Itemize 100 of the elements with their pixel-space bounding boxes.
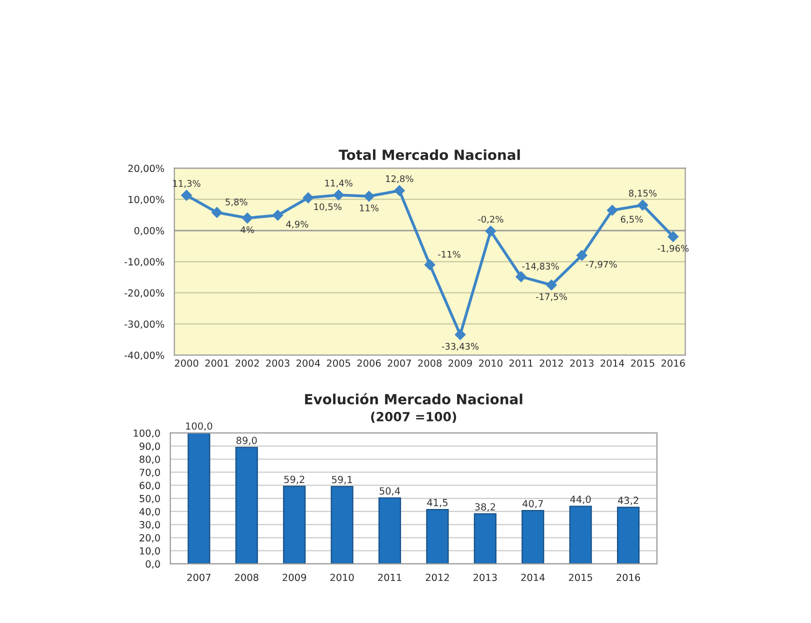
data-label: -14,83% (522, 262, 559, 271)
x-tick-label: 2012 (426, 574, 449, 582)
point (242, 212, 253, 224)
bar (426, 508, 449, 564)
y-tick-label: 0,0 (146, 560, 160, 569)
x-tick-label: 2002 (236, 359, 259, 367)
bar (569, 506, 592, 564)
y-tick-label: -40,00% (124, 352, 164, 360)
bar (378, 497, 402, 564)
point (364, 190, 374, 202)
bar (283, 486, 306, 564)
y-tick-label: 10,0 (140, 547, 160, 556)
point (576, 250, 588, 261)
x-tick-label: 2009 (448, 359, 472, 367)
y-tick-label: 20,0 (140, 534, 160, 542)
data-label: 44,0 (570, 496, 591, 504)
point (668, 231, 679, 242)
x-tick-label: 2013 (474, 574, 497, 582)
data-label: -0,2% (478, 216, 504, 224)
y-tick-label: 0,00% (134, 226, 164, 236)
data-label: 4,9% (286, 220, 308, 229)
x-tick-label: 2007 (187, 574, 210, 582)
chart-title: Evolución Mercado Nacional (305, 393, 522, 404)
x-tick-label: 2003 (266, 359, 290, 367)
point (546, 280, 557, 290)
chart-title: Total Mercado Nacional (338, 149, 520, 160)
x-tick-label: 2014 (521, 574, 545, 582)
y-tick-label: 10,00% (128, 196, 164, 204)
bar (188, 432, 210, 564)
x-tick-label: 2012 (540, 359, 563, 367)
data-label: 4% (240, 226, 254, 234)
y-tick-label: 100,0 (134, 429, 160, 438)
data-label: 8,15% (628, 190, 657, 198)
y-tick-label: -30,00% (124, 320, 164, 329)
data-label: 38,2 (475, 503, 496, 512)
x-tick-label: 2001 (205, 359, 228, 367)
point (516, 271, 526, 282)
data-label: 43,2 (618, 496, 638, 506)
x-tick-label: 2016 (616, 574, 640, 582)
data-label: 50,4 (380, 487, 400, 496)
data-label: -17,5% (536, 293, 567, 302)
bar (617, 506, 640, 564)
y-tick-label: 40,0 (139, 508, 160, 516)
point (302, 192, 314, 204)
x-tick-label: 2016 (661, 359, 685, 367)
data-label: 59,1 (332, 476, 352, 484)
bar (522, 510, 544, 564)
data-label: 40,7 (522, 500, 543, 508)
x-tick-label: 2010 (330, 574, 354, 582)
y-tick-label: -10,00% (124, 258, 164, 266)
point (181, 190, 192, 201)
point (333, 190, 344, 200)
data-label: 12,8% (386, 175, 414, 184)
data-label: -1,96% (658, 244, 689, 253)
x-tick-label: 2007 (388, 359, 411, 367)
x-tick-label: 2008 (234, 574, 258, 582)
x-tick-label: 2005 (326, 359, 350, 367)
y-tick-label: 60,0 (140, 482, 160, 490)
x-tick-label: 2013 (570, 359, 594, 367)
data-label: 10,5% (314, 203, 342, 212)
x-tick-label: 2015 (631, 359, 654, 367)
point (637, 200, 648, 211)
x-tick-label: 2011 (509, 359, 533, 367)
x-tick-label: 2000 (174, 359, 198, 367)
point (272, 210, 284, 221)
bar (235, 446, 258, 564)
data-label: 11,3% (173, 180, 200, 188)
x-tick-label: 2010 (478, 359, 502, 367)
data-label: -33,43% (442, 342, 479, 351)
y-tick-label: -20,00% (124, 289, 164, 298)
point (424, 259, 436, 270)
y-tick-label: 20,00% (128, 164, 164, 174)
x-tick-label: 2011 (378, 574, 402, 582)
point (454, 329, 466, 340)
y-tick-label: 30,0 (140, 521, 160, 530)
data-label: 6,5% (620, 216, 643, 224)
y-tick-label: 90,0 (140, 442, 160, 451)
data-label: 89,0 (236, 436, 257, 446)
data-label: -11% (438, 250, 460, 258)
x-tick-label: 2008 (418, 359, 442, 367)
point (212, 207, 222, 218)
y-tick-label: 80,0 (140, 456, 160, 464)
data-label: 11% (360, 204, 379, 212)
x-tick-label: 2006 (357, 359, 381, 367)
y-tick-label: 50,0 (140, 494, 160, 504)
chart-subtitle: (2007 =100) (371, 412, 456, 423)
data-label: 100,0 (186, 422, 212, 431)
point (485, 226, 496, 237)
y-tick-label: 70,0 (140, 468, 160, 478)
point (394, 185, 405, 196)
point (606, 204, 618, 216)
data-label: 41,5 (427, 499, 448, 508)
x-tick-label: 2014 (600, 359, 624, 367)
x-tick-label: 2009 (282, 574, 306, 582)
data-label: 5,8% (226, 198, 248, 206)
data-label: 59,2 (284, 476, 304, 484)
data-label: -7,97% (586, 260, 617, 269)
bar (330, 486, 354, 564)
x-tick-label: 2004 (296, 359, 320, 367)
data-label: 11,4% (325, 180, 352, 188)
